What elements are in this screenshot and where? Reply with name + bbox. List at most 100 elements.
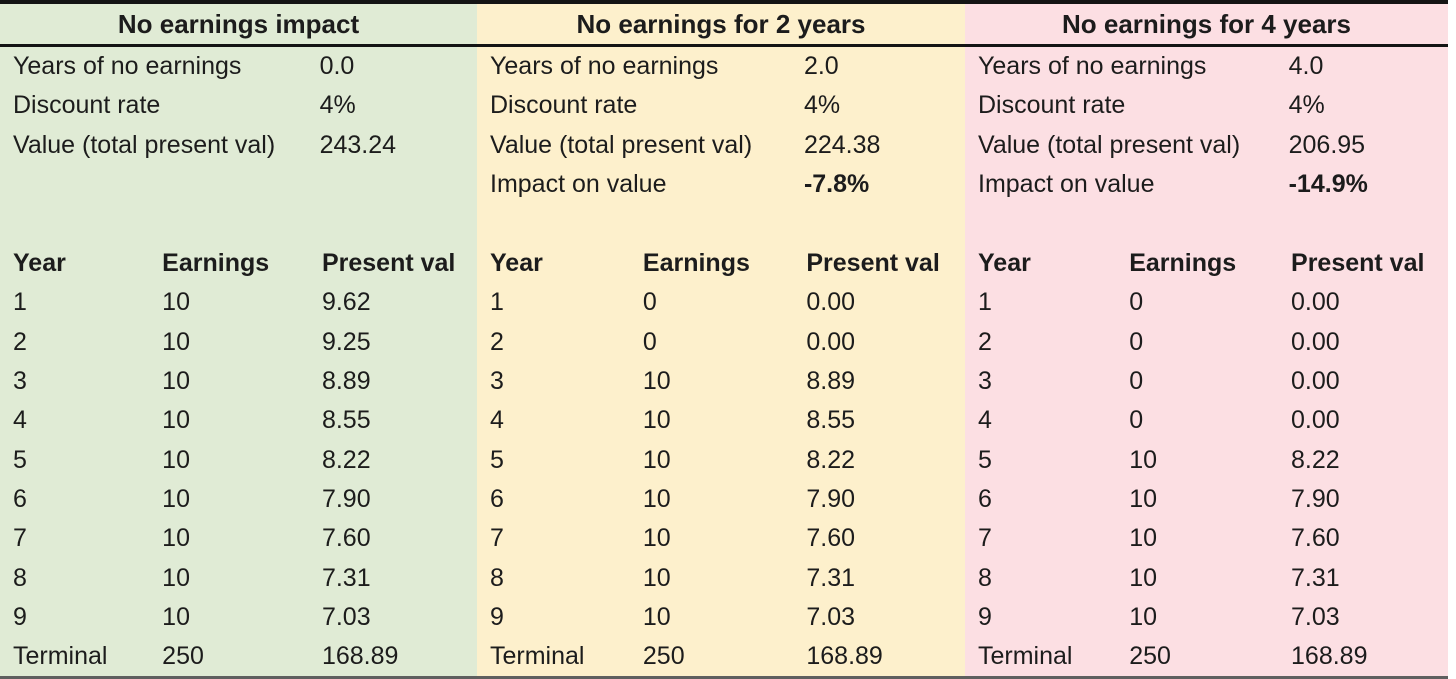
cell-earnings: 10 (162, 524, 190, 553)
cell-year: Terminal (490, 642, 585, 671)
table-row: 5 10 8.22 (477, 440, 965, 479)
cell-present-val: 0.00 (806, 288, 856, 317)
header-cell-earnings: Earnings (1129, 249, 1237, 278)
cell-present-val: 9.25 (321, 327, 371, 356)
table-header-row: Year Earnings Present val (965, 244, 1448, 283)
header-cell-year: Year (978, 249, 1031, 278)
cell-year: 7 (978, 524, 992, 553)
cell-year: 4 (13, 406, 27, 435)
cell-present-val: 7.03 (321, 602, 371, 631)
table-row: 7 10 7.60 (0, 519, 477, 558)
cell-year: Terminal (978, 642, 1073, 671)
parameter-value: 243.24 (319, 130, 397, 159)
cell-year: 9 (13, 602, 27, 631)
cell-year: 4 (978, 406, 992, 435)
cell-earnings: 10 (162, 602, 190, 631)
header-cell-year: Year (13, 249, 66, 278)
header-cell-earnings: Earnings (162, 249, 270, 278)
header-cell-present-val: Present val (321, 249, 456, 278)
parameter-row: Impact on value -14.9% (965, 165, 1448, 204)
parameter-row: Years of no earnings 4.0 (965, 47, 1448, 86)
cell-present-val: 7.31 (321, 563, 371, 592)
header-cell-present-val: Present val (806, 249, 940, 278)
parameter-value: -7.8% (803, 170, 870, 199)
parameter-row: Years of no earnings 0.0 (0, 47, 477, 86)
table-row: 3 10 8.89 (477, 362, 965, 401)
table-row: 7 10 7.60 (477, 519, 965, 558)
cell-present-val: 0.00 (806, 327, 856, 356)
cell-earnings: 10 (162, 367, 190, 396)
parameter-label: Value (total present val) (13, 130, 276, 159)
table-row: 8 10 7.31 (0, 558, 477, 597)
cell-present-val: 7.03 (1291, 602, 1340, 631)
cell-present-val: 8.89 (806, 367, 856, 396)
cell-earnings: 10 (1129, 563, 1158, 592)
cell-present-val: 0.00 (1291, 327, 1340, 356)
cell-year: 5 (13, 445, 27, 474)
table-row: 1 0 0.00 (477, 283, 965, 322)
cell-earnings: 10 (162, 327, 190, 356)
cashflow-table: Year Earnings Present val 1 10 9.62 2 10 9.25 3 10… (0, 244, 477, 676)
cell-earnings: 10 (1129, 445, 1158, 474)
cell-present-val: 8.55 (806, 406, 856, 435)
cell-present-val: 7.60 (1291, 524, 1340, 553)
cell-year: 9 (978, 602, 992, 631)
cell-year: 6 (490, 484, 504, 513)
cell-year: 3 (13, 367, 27, 396)
parameter-value: 4.0 (1288, 52, 1324, 81)
parameter-label: Years of no earnings (490, 52, 719, 81)
cell-earnings: 10 (642, 406, 671, 435)
cell-year: 8 (978, 563, 992, 592)
cell-earnings: 0 (1129, 327, 1144, 356)
cell-earnings: 10 (642, 524, 671, 553)
cell-earnings: 10 (1129, 484, 1158, 513)
table-row: 8 10 7.31 (965, 558, 1448, 597)
parameter-value: 224.38 (803, 130, 881, 159)
table-row: 6 10 7.90 (0, 480, 477, 519)
parameter-label: Years of no earnings (978, 52, 1207, 81)
cell-present-val: 0.00 (1291, 406, 1340, 435)
parameter-label: Value (total present val) (490, 130, 753, 159)
cell-year: 4 (490, 406, 504, 435)
table-row: 5 10 8.22 (0, 440, 477, 479)
cashflow-table: Year Earnings Present val 1 0 0.00 2 0 0.00 3 0 0.0… (965, 244, 1448, 676)
table-row: 1 10 9.62 (0, 283, 477, 322)
parameter-row: Discount rate 4% (0, 86, 477, 125)
cell-earnings: 250 (1129, 642, 1171, 671)
cashflow-table: Year Earnings Present val 1 0 0.00 2 0 0.00 3 10 8.… (477, 244, 965, 676)
cell-earnings: 10 (162, 445, 190, 474)
cell-present-val: 8.22 (806, 445, 856, 474)
cell-earnings: 10 (1129, 602, 1158, 631)
cell-present-val: 0.00 (1291, 367, 1340, 396)
panel-title: No earnings for 4 years (965, 4, 1448, 47)
cell-present-val: 168.89 (806, 642, 883, 671)
cell-present-val: 8.89 (321, 367, 371, 396)
parameter-value: 206.95 (1288, 130, 1366, 159)
panel-parameters: Years of no earnings 0.0 Discount rate 4% Va… (0, 47, 477, 244)
parameter-row: Years of no earnings 2.0 (477, 47, 965, 86)
table-row: 2 0 0.00 (965, 323, 1448, 362)
cell-year: 2 (978, 327, 992, 356)
table-row: 7 10 7.60 (965, 519, 1448, 558)
cell-year: 2 (13, 327, 27, 356)
parameter-row: Discount rate 4% (477, 86, 965, 125)
cell-year: 1 (490, 288, 504, 317)
cell-year: 7 (13, 524, 27, 553)
table-row: Terminal 250 168.89 (0, 637, 477, 676)
cell-present-val: 7.90 (806, 484, 856, 513)
panel-parameters: Years of no earnings 2.0 Discount rate 4% Va… (477, 47, 965, 244)
table-row: 6 10 7.90 (965, 480, 1448, 519)
table-header-row: Year Earnings Present val (0, 244, 477, 283)
cell-year: 9 (490, 602, 504, 631)
cell-earnings: 0 (1129, 367, 1144, 396)
cell-present-val: 7.60 (806, 524, 856, 553)
parameter-label: Discount rate (13, 91, 161, 120)
cell-earnings: 10 (1129, 524, 1158, 553)
table-row: 9 10 7.03 (965, 598, 1448, 637)
cell-earnings: 0 (642, 288, 657, 317)
table-row: 4 0 0.00 (965, 401, 1448, 440)
cell-earnings: 10 (642, 367, 671, 396)
parameter-label: Impact on value (490, 170, 667, 199)
cell-year: Terminal (13, 642, 108, 671)
